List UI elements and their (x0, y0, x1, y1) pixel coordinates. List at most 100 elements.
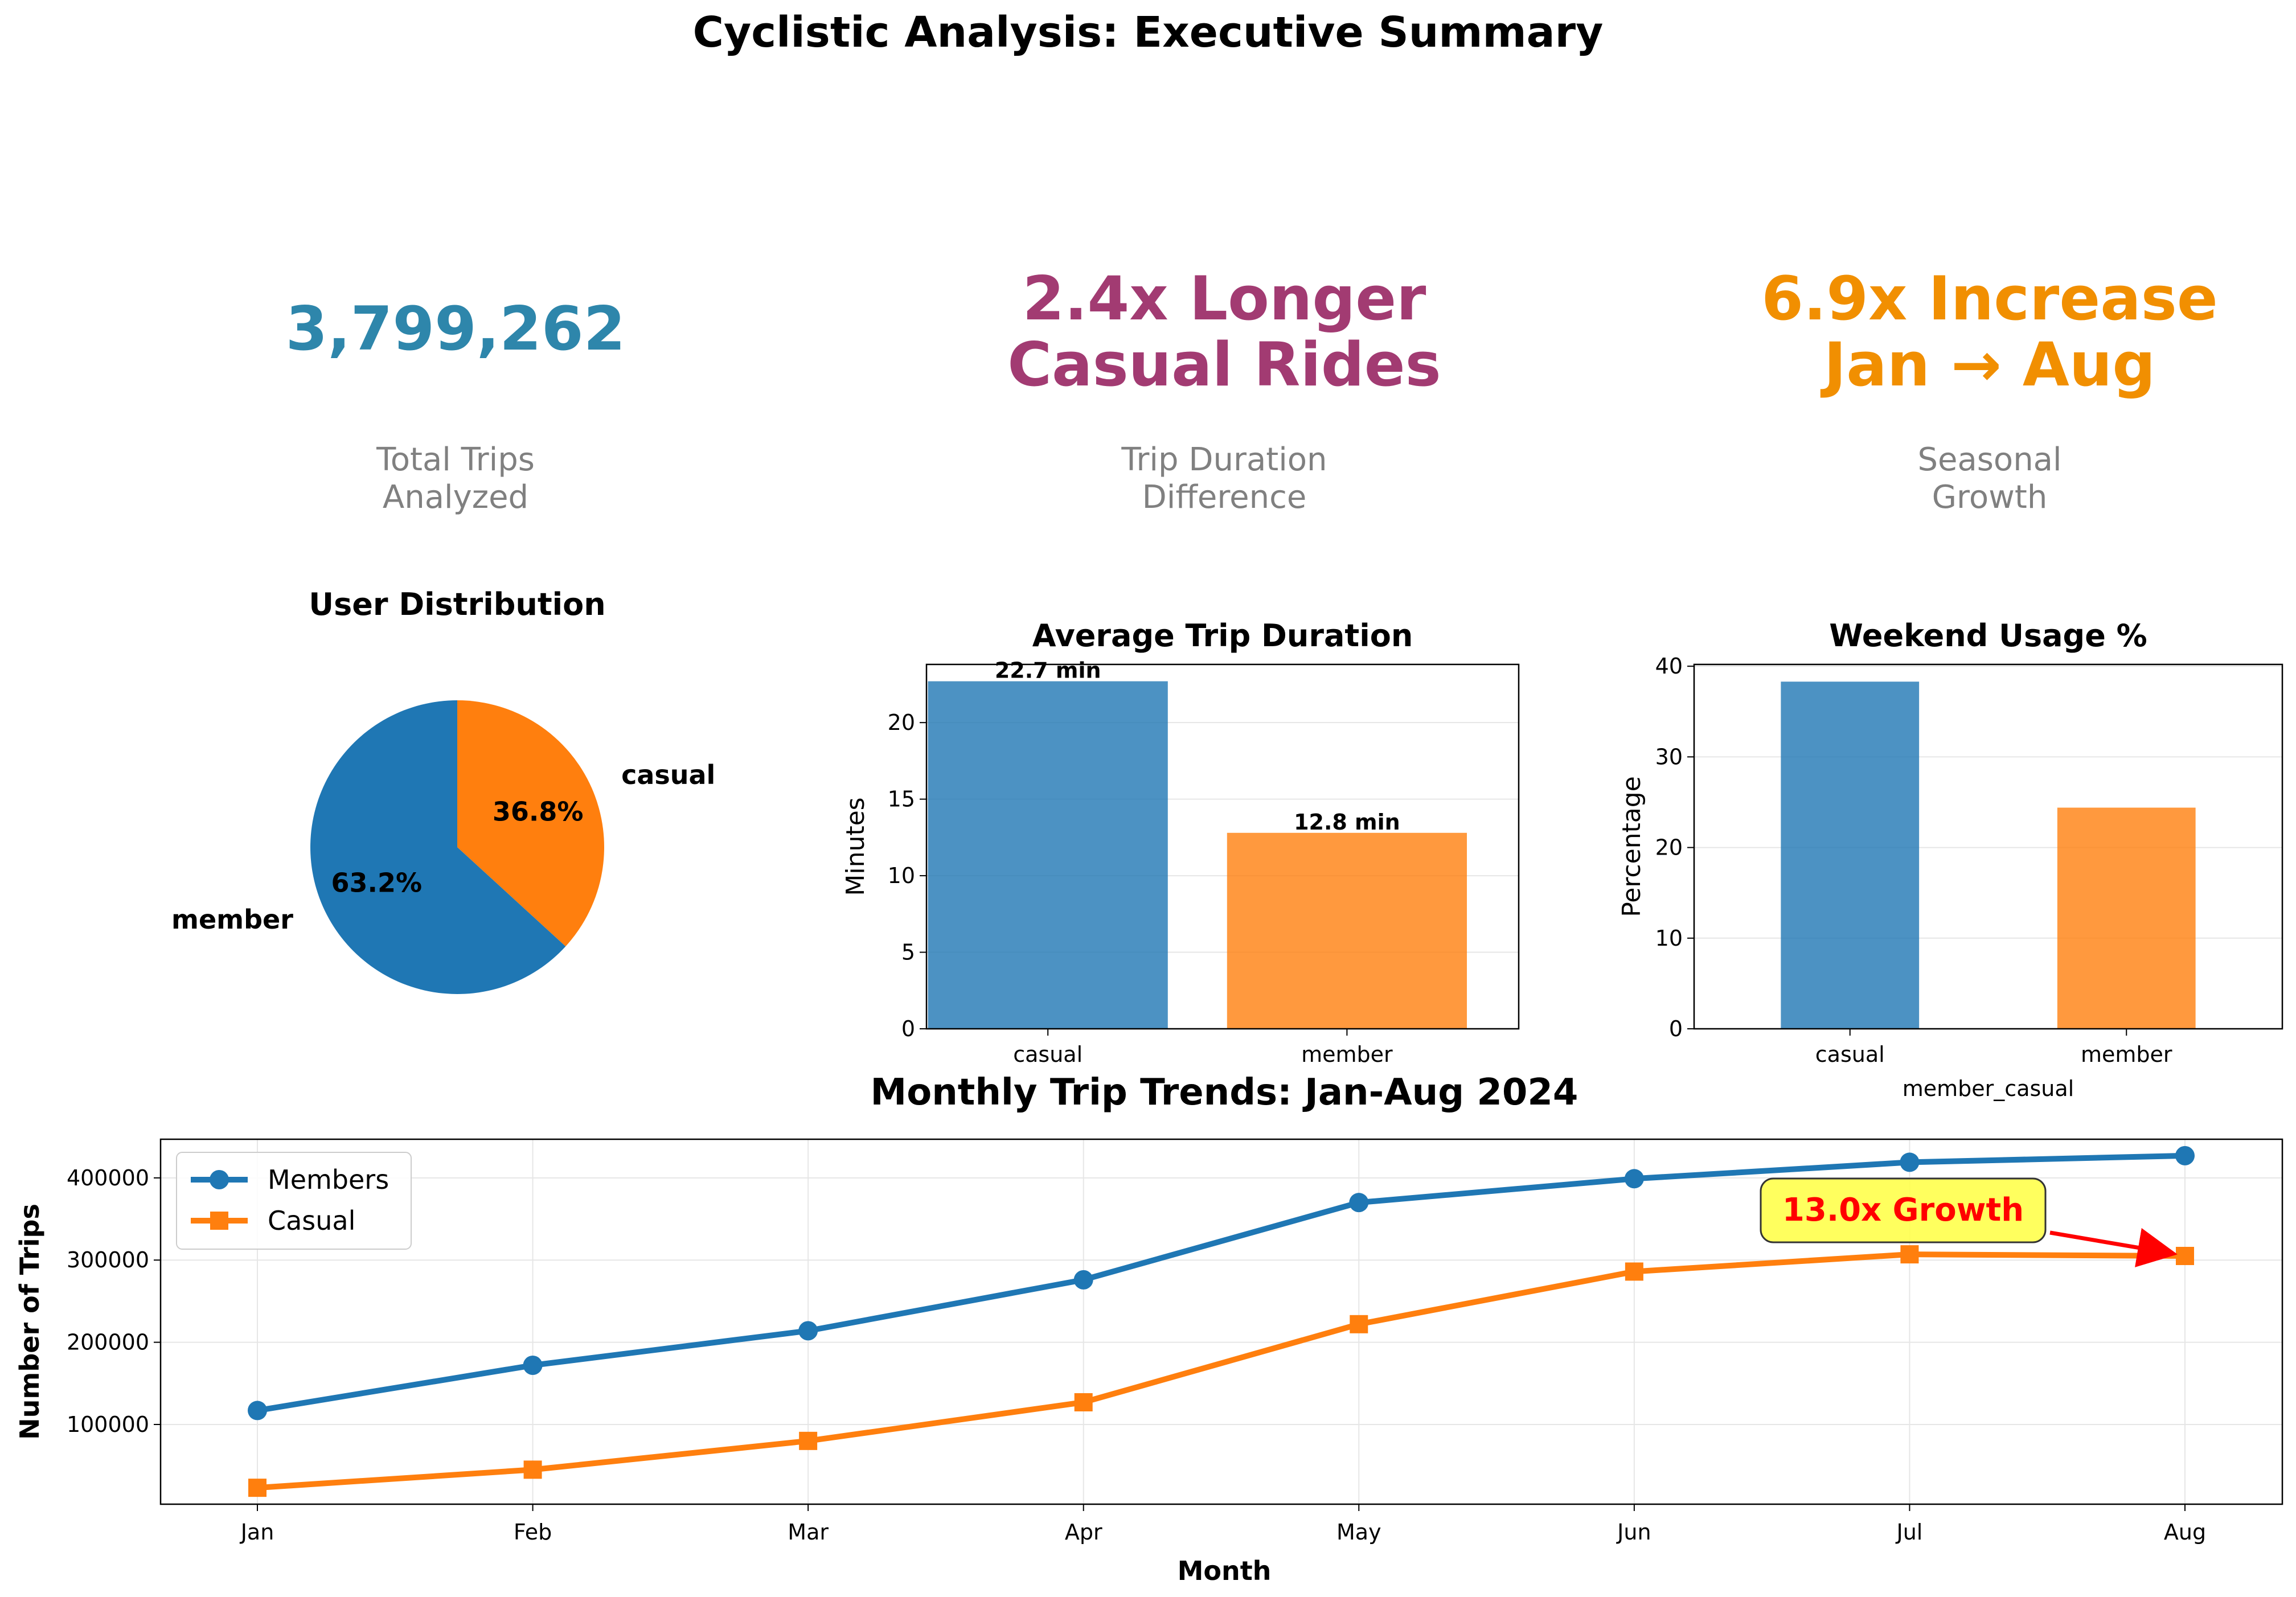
point-members (1349, 1193, 1369, 1213)
legend-box (176, 1152, 412, 1250)
kpi-total-trips-label: Total Trips Analyzed (0, 441, 911, 516)
bar-casual (928, 681, 1168, 1029)
point-casual (799, 1431, 818, 1450)
pie-slice-member (310, 700, 566, 994)
legend: Members Casual (176, 1152, 412, 1250)
x-tick-label: Apr (1065, 1520, 1102, 1545)
kpi-total-trips-value: 3,799,262 (0, 296, 911, 362)
point-casual (523, 1460, 542, 1479)
point-casual (1625, 1262, 1643, 1281)
x-axis-label: Month (1178, 1555, 1272, 1586)
y-tick-label: 20 (1655, 835, 1683, 860)
y-tick-label: 5 (901, 940, 915, 965)
point-casual (1350, 1315, 1368, 1333)
pie-pct-label-casual: 36.8% (493, 797, 584, 827)
point-members (1073, 1270, 1093, 1290)
point-casual (1074, 1393, 1093, 1411)
kpi-value-line: Jan → Aug (1823, 330, 2156, 400)
bar-data-label: 12.8 min (1294, 810, 1400, 835)
monthly-trip-trends-chart: Jan Feb Mar Apr May Jun Jul Aug 100000 200000 3000… (14, 1071, 2283, 1586)
y-tick-label: 15 (888, 787, 915, 812)
axes-frame (925, 663, 1520, 1030)
y-tick-label: 10 (1655, 926, 1683, 951)
y-tick-label: 400000 (67, 1165, 149, 1190)
x-tick-label: member (1301, 1042, 1393, 1067)
average-trip-duration-chart: casual 22.7 min member 12.8 min 0 5 10 15 20 Aver… (841, 618, 1520, 1067)
chart-title: Weekend Usage % (1829, 618, 2147, 654)
y-tick-label: 300000 (67, 1247, 149, 1272)
bar-data-label: 22.7 min (995, 658, 1101, 683)
kpi-value-line: 3,799,262 (285, 294, 626, 364)
user-distribution-pie-chart: User Distribution 36.8% casual 63.2% member (171, 586, 715, 994)
point-members (523, 1356, 543, 1376)
pie-slice-label-casual: casual (621, 760, 715, 790)
axes-frame (1693, 663, 2283, 1030)
x-tick-label: casual (1815, 1042, 1885, 1067)
figure-title: Cyclistic Analysis: Executive Summary (692, 8, 1604, 57)
legend-marker (210, 1212, 228, 1230)
kpi-duration-value: 2.4x Longer Casual Rides (769, 266, 1680, 398)
kpi-duration-label: Trip Duration Difference (769, 441, 1680, 516)
y-tick-label: 0 (901, 1016, 915, 1041)
pie-pct-label-member: 63.2% (331, 867, 423, 898)
chart-title: Average Trip Duration (1032, 618, 1413, 654)
y-tick-label: 40 (1655, 654, 1683, 679)
kpi-label-line: Total Trips (376, 441, 535, 478)
x-tick-label: Jul (1895, 1520, 1922, 1545)
point-members (248, 1401, 267, 1421)
bar-casual (1781, 682, 1920, 1029)
y-tick-label: 20 (888, 710, 915, 735)
point-members (1624, 1169, 1644, 1189)
y-tick-label: 30 (1655, 744, 1683, 769)
kpi-label-line: Growth (1932, 479, 2048, 516)
y-axis-label: Number of Trips (14, 1204, 45, 1440)
kpi-value-line: 6.9x Increase (1761, 264, 2218, 334)
y-tick-label: 100000 (67, 1412, 149, 1437)
x-axis-label: member_casual (1903, 1076, 2074, 1101)
y-axis-label: Percentage (1617, 776, 1646, 917)
kpi-value-line: Casual Rides (1007, 330, 1441, 400)
x-tick-label: Jun (1616, 1520, 1651, 1545)
y-tick-label: 200000 (67, 1330, 149, 1355)
weekend-usage-chart: casual member 0 10 20 30 40 Weekend Usage % Perc… (1617, 618, 2283, 1101)
axes-frame (159, 1138, 2283, 1505)
x-tick-label: Jan (240, 1520, 274, 1545)
y-tick-label: 0 (1669, 1016, 1683, 1041)
legend-label: Members (268, 1164, 389, 1195)
x-tick-label: Mar (788, 1520, 829, 1545)
bar-member (1227, 832, 1467, 1029)
x-tick-label: Aug (2164, 1520, 2206, 1545)
x-tick-label: May (1336, 1520, 1381, 1545)
kpi-growth-label: Seasonal Growth (1534, 441, 2296, 516)
x-tick-label: casual (1013, 1042, 1083, 1067)
y-tick-label: 10 (888, 863, 915, 888)
point-casual (2176, 1247, 2194, 1266)
series-line-casual (257, 1251, 2186, 1491)
kpi-growth-value: 6.9x Increase Jan → Aug (1534, 266, 2296, 398)
point-casual (248, 1479, 266, 1497)
kpi-value-line: 2.4x Longer (1022, 264, 1426, 334)
legend-label: Casual (268, 1205, 355, 1236)
annotation-label: 13.0x Growth (1782, 1192, 2024, 1229)
annotation-box (1760, 1177, 2047, 1243)
point-members (1900, 1152, 1920, 1172)
point-members (798, 1321, 818, 1341)
annotation-arrow (2049, 1227, 2178, 1267)
kpi-label-line: Difference (1142, 479, 1307, 516)
series-line-members (257, 1152, 2186, 1414)
x-tick-label: Feb (514, 1520, 552, 1545)
point-casual (1900, 1245, 1919, 1264)
pie-slice-casual (457, 700, 604, 947)
point-members (2175, 1146, 2195, 1165)
pie-title: User Distribution (309, 586, 605, 622)
x-tick-label: member (2081, 1042, 2172, 1067)
kpi-label-line: Trip Duration (1121, 441, 1327, 478)
kpi-label-line: Seasonal (1917, 441, 2062, 478)
kpi-label-line: Analyzed (382, 479, 529, 516)
legend-marker (210, 1170, 229, 1189)
chart-title: Monthly Trip Trends: Jan-Aug 2024 (871, 1071, 1578, 1114)
pie-slice-label-member: member (171, 904, 293, 935)
y-axis-label: Minutes (841, 797, 870, 896)
bar-member (2057, 807, 2196, 1029)
